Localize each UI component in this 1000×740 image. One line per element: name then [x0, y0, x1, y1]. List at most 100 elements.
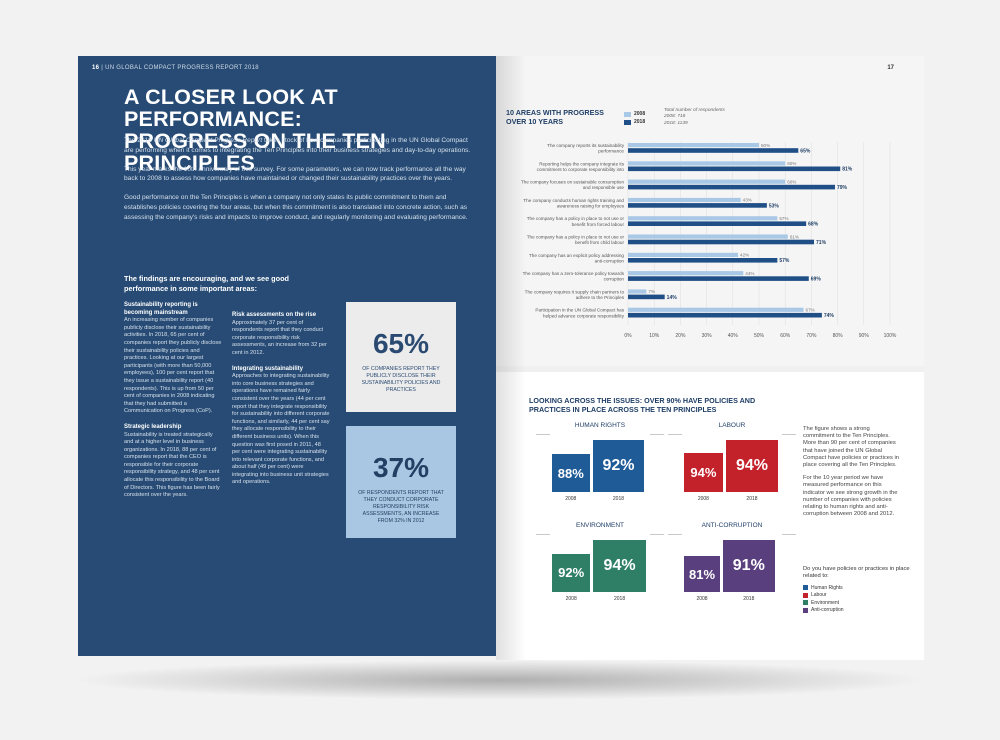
panel-title: ENVIRONMENT — [575, 522, 625, 529]
section-title: Strategic leadership — [124, 423, 182, 430]
category-label-line: The company requires it supply chain par… — [525, 289, 625, 294]
title-line-2: PROGRESS ON THE TEN PRINCIPLES — [124, 129, 386, 175]
bar-2018 — [628, 276, 809, 281]
left-page: 16 | UN GLOBAL COMPACT PROGRESS REPORT 2… — [78, 56, 496, 656]
left-page-number: 16 — [92, 65, 100, 71]
bar-2008 — [628, 289, 647, 294]
category-label: The company has a zero-tolerance policy … — [523, 271, 625, 282]
bar-2018 — [628, 184, 835, 190]
legend-swatch-2018 — [624, 119, 631, 125]
category-label: The company focuses on sustainable consu… — [521, 180, 625, 191]
intro-paragraph-3: Good performance on the Ten Principles i… — [124, 194, 468, 221]
category-label: The company has a policy in place to not… — [527, 235, 625, 246]
bar-2008 — [628, 179, 786, 184]
panel-value-2008: 81% — [684, 556, 720, 592]
bar-2008 — [628, 197, 741, 203]
left-page-header: 16 | UN GLOBAL COMPACT PROGRESS REPORT 2… — [92, 65, 259, 71]
panel-rule — [536, 434, 550, 435]
bar-label-2008: 61% — [790, 234, 799, 239]
category-label-line: and responsible use — [583, 185, 625, 190]
side-paragraph-2: For the 10 year period we have measured … — [803, 475, 898, 518]
category-label-line: performance — [598, 149, 624, 154]
panel-title: HUMAN RIGHTS — [574, 422, 626, 429]
stat-caption: OF COMPANIES REPORT THEY PUBLICLY DISCLO… — [361, 366, 441, 393]
x-tick-label: 100% — [884, 333, 897, 339]
bar-2008 — [628, 161, 786, 166]
category-label-line: Participation in the UN Global Compact h… — [535, 308, 624, 313]
text-column-1: Sustainability reporting is becoming mai… — [124, 302, 222, 508]
respondents-2018: 2018: 1139 — [664, 120, 688, 126]
bar-label-2008: 50% — [761, 143, 770, 148]
category-label-line: The company has a policy in place to not… — [527, 235, 625, 240]
x-tick-label: 70% — [806, 333, 817, 339]
issues-legend: Do you have policies or practices in pla… — [803, 566, 924, 614]
panel-year-2018: 2018 — [614, 596, 626, 602]
bar-2008 — [628, 307, 804, 312]
category-label-line: commitment to corporate responsibility i… — [537, 167, 625, 172]
legend-label: Human Rights — [811, 584, 843, 591]
bar-2008 — [628, 271, 744, 276]
legend-human-rights: Human Rights — [803, 584, 924, 592]
legend-label: Anti-corruption — [811, 607, 844, 614]
x-tick-label: 80% — [833, 333, 844, 339]
panel-rule — [650, 534, 664, 535]
legend-swatch-labour — [803, 592, 808, 598]
category-label-line: corruption — [604, 277, 625, 282]
bar-label-2018: 71% — [816, 240, 827, 246]
x-tick-label: 0% — [624, 333, 632, 339]
category-label-line: The company has a zero-tolerance policy … — [523, 271, 625, 276]
issue-panel-environment: ENVIRONMENT 92% 94% 2008 2018 — [536, 522, 664, 614]
bar-2008 — [628, 234, 788, 239]
panel-value-2018: 94% — [593, 539, 646, 592]
section-body: Approaches to integrating sustainability… — [232, 373, 330, 486]
chart-title: 10 AREAS WITH PROGRESS OVER 10 YEARS — [506, 108, 604, 126]
x-tick-label: 40% — [728, 333, 739, 339]
panel-title: ANTI-CORRUPTION — [701, 522, 763, 529]
panel-year-2008: 2008 — [697, 496, 709, 502]
intro-paragraph-2: This year marks the 10th anniversary of … — [124, 165, 466, 183]
bar-2008 — [628, 216, 778, 221]
section-title: Sustainability reporting is becoming mai… — [124, 302, 198, 316]
bar-2018 — [628, 312, 822, 318]
legend-label-2008: 2008 — [634, 111, 646, 117]
title-line-1: A CLOSER LOOK AT PERFORMANCE: — [124, 85, 338, 131]
bar-2018 — [628, 148, 799, 153]
panel-rule — [650, 434, 664, 435]
category-label-line: anti-corruption — [595, 258, 625, 263]
category-label: The company requires it supply chain par… — [525, 289, 625, 300]
side-paragraph-1: The figure shows a strong commitment to … — [803, 426, 900, 469]
section-sustainability-reporting: Sustainability reporting is becoming mai… — [124, 302, 222, 416]
panel-title: LABOUR — [718, 422, 746, 429]
bar-label-2008: 60% — [787, 161, 796, 166]
category-label-line: Reporting helps the company integrate it… — [539, 161, 624, 166]
page-shadow — [70, 660, 930, 700]
legend-labour: Labour — [803, 592, 924, 600]
intro-paragraph-1: The 2018 UN Global Compact Progress Repo… — [124, 136, 474, 156]
respondents-2008: 2008: 718 — [664, 114, 686, 120]
panel-rule — [782, 434, 796, 435]
bar-2018 — [628, 258, 778, 263]
bar-label-2018: 57% — [779, 258, 790, 264]
category-label: Reporting helps the company integrate it… — [537, 161, 625, 172]
legend-label: Environment — [811, 599, 840, 606]
panel-rule — [536, 534, 550, 535]
legend-anti-corruption: Anti-corruption — [803, 607, 924, 615]
x-tick-label: 30% — [702, 333, 713, 339]
category-label-line: The company has a policy in place to not… — [527, 216, 625, 221]
bar-label-2018: 68% — [808, 222, 819, 228]
bar-2008 — [628, 252, 739, 257]
bar-label-2008: 57% — [779, 216, 788, 221]
legend-swatch-anti-corruption — [803, 607, 808, 613]
bar-label-2008: 44% — [745, 271, 754, 276]
right-page-number: 17 — [887, 65, 894, 71]
section-title: Risk assessments on the rise — [232, 312, 317, 318]
category-label-line: The company has an explicit policy addre… — [529, 253, 624, 258]
category-label-line: The company reports its sustainability — [547, 143, 625, 148]
bar-label-2008: 43% — [743, 198, 752, 203]
category-label: The company has an explicit policy addre… — [529, 253, 624, 264]
panel-value-2018: 92% — [592, 440, 645, 492]
issues-title: LOOKING ACROSS THE ISSUES: OVER 90% HAVE… — [529, 396, 756, 415]
panel-year-2008: 2008 — [565, 596, 577, 602]
panel-rule — [668, 534, 682, 535]
intro-p1-end: takes stock of how companies participati… — [124, 137, 471, 154]
